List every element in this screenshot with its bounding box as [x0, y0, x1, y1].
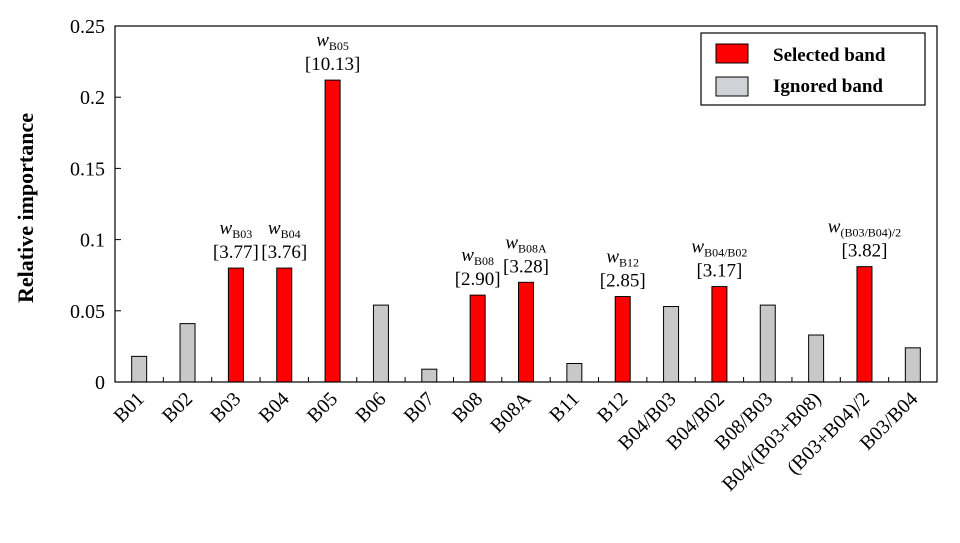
annotation-weight-value: [10.13]	[305, 54, 360, 75]
annotation-weight-value: [3.76]	[261, 242, 307, 263]
bar-b02	[179, 323, 196, 383]
bar-annotations: [3.77]wB03[3.76]wB04[10.13]wB05[2.90]wB0…	[213, 30, 901, 291]
x-tick-label: B08A	[486, 388, 536, 438]
annotation-weight-symbol: wB04	[268, 218, 301, 241]
annotation-weight-symbol: wB03	[220, 218, 253, 241]
x-tick-label: B06	[351, 388, 390, 427]
annotation-weight-value: [2.90]	[455, 269, 501, 290]
bar-b03-b04	[904, 347, 921, 383]
y-tick-label: 0.1	[80, 230, 105, 252]
x-tick-label: B05	[303, 388, 342, 427]
annotation-weight-value: [3.77]	[213, 242, 259, 263]
x-tick-label: B03	[206, 388, 245, 427]
annotation-weight-symbol: wB04/B02	[691, 237, 747, 260]
bar-b07	[421, 368, 438, 383]
y-axis-ticks: 0 0.05 0.1 0.15 0.2 0.25	[70, 16, 121, 394]
x-tick-label: B01	[110, 388, 149, 427]
x-tick-label: B04	[255, 388, 294, 427]
legend-label-selected: Selected band	[773, 45, 886, 66]
bar-b04-b03	[663, 306, 680, 383]
annotation-weight-symbol: wB05	[316, 30, 349, 53]
annotation-weight-symbol: w(B03/B04)/2	[828, 217, 901, 240]
x-tick-label: B08	[448, 388, 487, 427]
bar-b08-b03	[759, 304, 776, 383]
annotation-weight-symbol: wB08	[461, 245, 494, 268]
annotation-weight-value: [3.82]	[842, 241, 888, 262]
bar-b04	[276, 267, 293, 383]
annotation-weight-value: [3.17]	[696, 261, 742, 282]
x-tick-label: B07	[400, 388, 439, 427]
y-tick-label: 0.15	[70, 158, 105, 180]
annotation-weight-symbol: wB12	[606, 247, 639, 270]
y-tick-label: 0.2	[80, 87, 105, 109]
bar-b06	[372, 304, 389, 383]
legend: Selected band Ignored band	[700, 32, 926, 106]
x-tick-label: B12	[593, 388, 632, 427]
bar-b01	[131, 355, 148, 383]
bar-b03	[227, 267, 244, 383]
bar-b11	[566, 362, 583, 383]
y-tick-label: 0.25	[70, 16, 105, 38]
legend-swatch-selected	[715, 43, 749, 64]
y-tick-label: 0.05	[70, 301, 105, 323]
bars	[131, 79, 921, 383]
bar-b08a	[518, 281, 534, 383]
x-tick-label: B11	[545, 388, 584, 427]
bar-b12	[614, 296, 631, 383]
bar-b04-b03-b08-	[808, 334, 825, 383]
legend-swatch-ignored	[715, 76, 749, 97]
y-axis-label: Relative importance	[13, 113, 38, 303]
x-tick-label: B02	[158, 388, 197, 427]
annotation-weight-symbol: wB08A	[505, 232, 547, 255]
annotation-weight-value: [2.85]	[600, 271, 646, 292]
annotation-weight-value: [3.28]	[503, 256, 549, 277]
bar-b04-b02	[711, 286, 728, 383]
plot-frame	[114, 25, 938, 383]
legend-label-ignored: Ignored band	[773, 76, 883, 97]
bar--b03-b04-2	[856, 266, 873, 383]
bar-b08	[469, 294, 486, 383]
y-tick-label: 0	[95, 372, 105, 394]
bar-b05	[324, 79, 341, 383]
